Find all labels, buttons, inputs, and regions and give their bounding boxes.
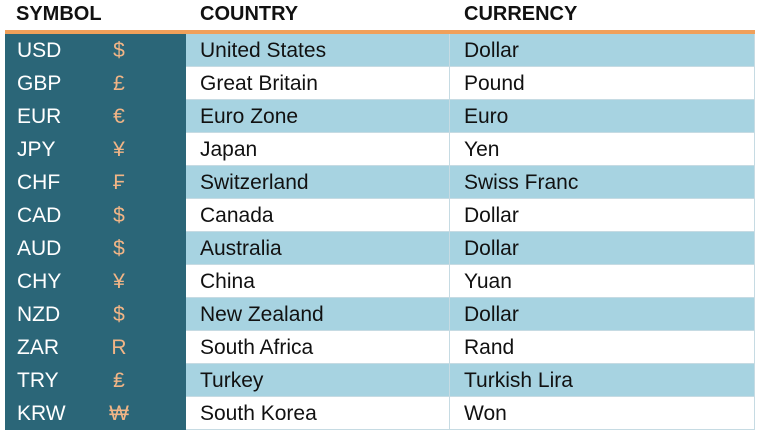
country: South Africa — [186, 331, 450, 364]
header-currency: CURRENCY — [464, 3, 578, 25]
currency-code: TRY — [17, 369, 59, 392]
currency-symbol: ₩ — [109, 402, 129, 425]
currency-name: Dollar — [450, 232, 755, 265]
currency-name: Pound — [450, 67, 755, 100]
currency-name: Swiss Franc — [450, 166, 755, 199]
currency-symbol: £ — [113, 72, 125, 95]
header-symbol: SYMBOL — [16, 3, 102, 25]
currency-code: JPY — [17, 138, 56, 161]
currency-name: Turkish Lira — [450, 364, 755, 397]
currency-symbol: € — [113, 105, 125, 128]
country: Canada — [186, 199, 450, 232]
currency-code: CAD — [17, 204, 62, 227]
currency-code: ZAR — [17, 336, 59, 359]
currency-symbol: $ — [113, 237, 125, 260]
currency-name: Rand — [450, 331, 755, 364]
currency-code: KRW — [17, 402, 66, 425]
currency-name: Dollar — [450, 298, 755, 331]
country: Turkey — [186, 364, 450, 397]
country: Euro Zone — [186, 100, 450, 133]
currency-name: Dollar — [450, 199, 755, 232]
currency-name: Yuan — [450, 265, 755, 298]
currency-symbol: $ — [113, 303, 125, 326]
country: South Korea — [186, 397, 450, 430]
currency-code: NZD — [17, 303, 61, 326]
header-country: COUNTRY — [200, 3, 299, 25]
currency-symbol: $ — [113, 204, 125, 227]
country: Switzerland — [186, 166, 450, 199]
country: New Zealand — [186, 298, 450, 331]
currency-code: AUD — [17, 237, 62, 260]
currency-symbol: R — [111, 336, 127, 359]
country: Australia — [186, 232, 450, 265]
currency-symbol: ₤ — [113, 369, 125, 392]
currency-name: Dollar — [450, 34, 755, 67]
currency-symbol: ¥ — [113, 138, 125, 161]
country: Great Britain — [186, 67, 450, 100]
symbol-column — [5, 34, 186, 430]
country: China — [186, 265, 450, 298]
currency-code: CHY — [17, 270, 62, 293]
currency-name: Won — [450, 397, 755, 430]
currency-symbol: $ — [113, 39, 125, 62]
currency-symbol: ₣ — [113, 171, 125, 194]
currency-code: EUR — [17, 105, 62, 128]
currency-name: Euro — [450, 100, 755, 133]
currency-name: Yen — [450, 133, 755, 166]
header-rule — [5, 30, 755, 34]
currency-code: GBP — [17, 72, 62, 95]
currency-symbol: ¥ — [113, 270, 125, 293]
country: United States — [186, 34, 450, 67]
currency-code: USD — [17, 39, 62, 62]
currency-code: CHF — [17, 171, 61, 194]
country: Japan — [186, 133, 450, 166]
